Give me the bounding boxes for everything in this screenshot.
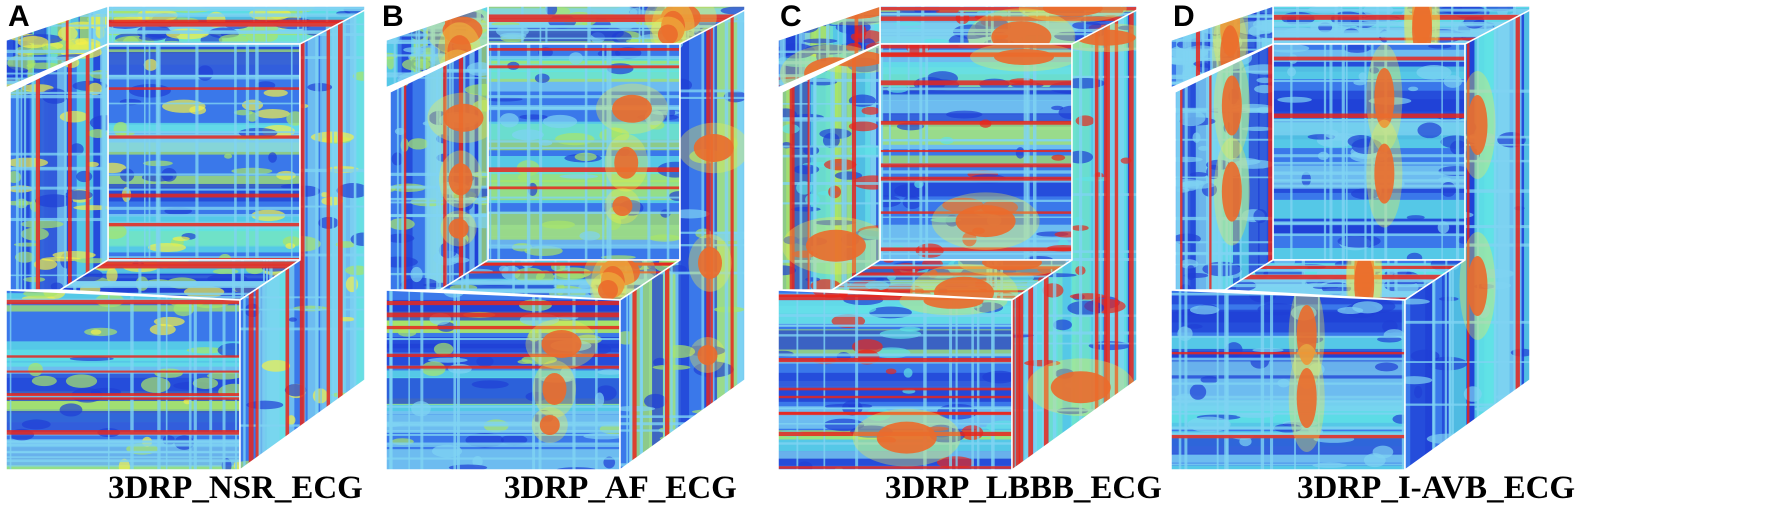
panel-caption: 3DRP_NSR_ECG: [108, 470, 363, 506]
cube-plot-c: [777, 4, 1138, 470]
panel-letter: A: [8, 0, 30, 33]
panel-letter: D: [1173, 0, 1195, 33]
panel-letter: B: [382, 0, 404, 33]
panel-c: C 3DRP_LBBB_ECG: [772, 0, 1215, 518]
panel-letter: C: [780, 0, 802, 33]
panel-caption: 3DRP_AF_ECG: [504, 470, 737, 506]
panel-d: D 3DRP_I-AVB_ECG: [1165, 0, 1608, 518]
panel-a: A 3DRP_NSR_ECG: [0, 0, 443, 518]
cube-plot-a: [5, 4, 366, 470]
cube-plot-d: [1170, 4, 1531, 470]
cube-plot-b: [385, 4, 746, 470]
panel-b: B 3DRP_AF_ECG: [380, 0, 823, 518]
panel-caption: 3DRP_LBBB_ECG: [885, 470, 1162, 506]
panel-caption: 3DRP_I-AVB_ECG: [1297, 470, 1576, 506]
